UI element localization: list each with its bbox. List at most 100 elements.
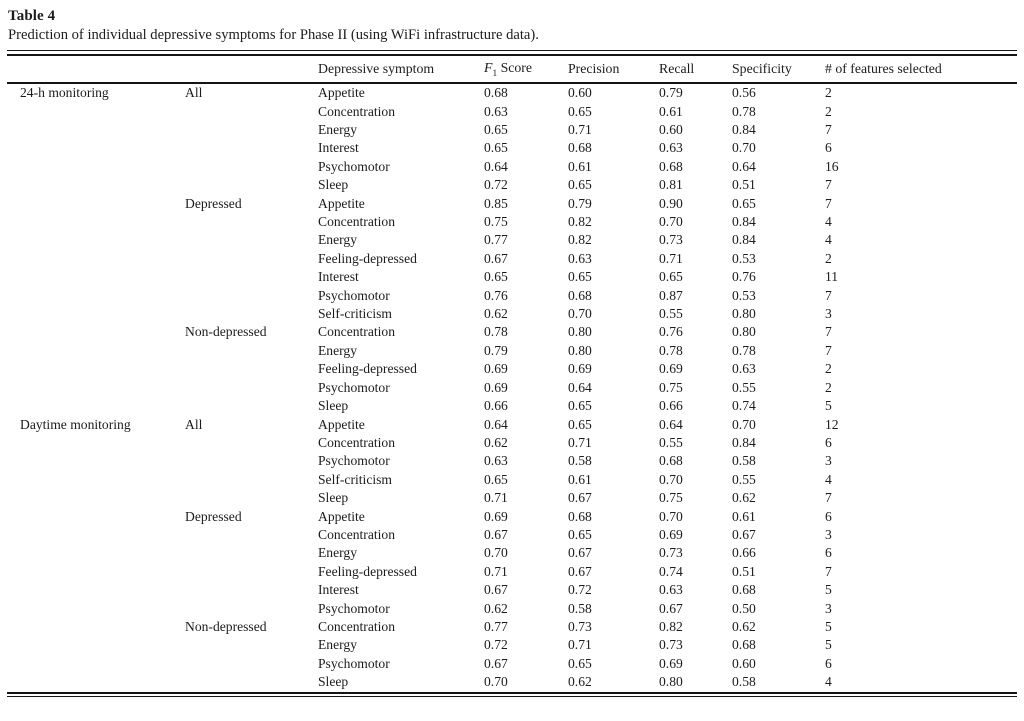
cell-recall: 0.64	[659, 416, 683, 432]
table-row: Feeling-depressed 0.69 0.69 0.69 0.63 2	[7, 360, 1017, 378]
cell-specificity: 0.70	[732, 416, 756, 432]
paper-table-figure: Table 4 Prediction of individual depress…	[0, 8, 1024, 698]
cell-features: 2	[825, 379, 832, 395]
cell-specificity: 0.63	[732, 361, 756, 377]
cell-specificity: 0.78	[732, 342, 756, 358]
cell-features: 5	[825, 637, 832, 653]
cell-precision: 0.60	[568, 85, 592, 101]
cell-specificity: 0.84	[732, 214, 756, 230]
table-row: Psychomotor 0.67 0.65 0.69 0.60 6	[7, 655, 1017, 673]
cell-recall: 0.69	[659, 361, 683, 377]
cell-group: Non-depressed	[185, 618, 267, 634]
header-recall: Recall	[659, 61, 695, 76]
cell-specificity: 0.68	[732, 637, 756, 653]
table-row: Energy 0.70 0.67 0.73 0.66 6	[7, 544, 1017, 562]
cell-precision: 0.58	[568, 453, 592, 469]
cell-specificity: 0.62	[732, 490, 756, 506]
cell-precision: 0.72	[568, 582, 592, 598]
cell-f1-score: 0.69	[484, 361, 508, 377]
table-caption: Prediction of individual depressive symp…	[8, 27, 539, 43]
cell-symptom: Concentration	[318, 103, 396, 119]
cell-f1-score: 0.65	[484, 471, 508, 487]
cell-specificity: 0.55	[732, 379, 756, 395]
table-row: Energy 0.72 0.71 0.73 0.68 5	[7, 636, 1017, 654]
cell-recall: 0.74	[659, 563, 683, 579]
cell-features: 3	[825, 306, 832, 322]
cell-features: 7	[825, 324, 832, 340]
cell-precision: 0.79	[568, 195, 592, 211]
table-row: Non-depressed Concentration 0.78 0.80 0.76 0.…	[7, 323, 1017, 341]
table-row: Depressed Appetite 0.69 0.68 0.70 0.61 6	[7, 507, 1017, 525]
cell-features: 16	[825, 158, 839, 174]
cell-precision: 0.65	[568, 103, 592, 119]
cell-symptom: Feeling-depressed	[318, 361, 417, 377]
cell-specificity: 0.64	[732, 158, 756, 174]
cell-specificity: 0.78	[732, 103, 756, 119]
cell-f1-score: 0.67	[484, 526, 508, 542]
cell-recall: 0.73	[659, 232, 683, 248]
cell-precision: 0.67	[568, 490, 592, 506]
cell-specificity: 0.76	[732, 269, 756, 285]
cell-specificity: 0.58	[732, 674, 756, 690]
cell-f1-score: 0.76	[484, 287, 508, 303]
cell-recall: 0.61	[659, 103, 683, 119]
table-row: Sleep 0.72 0.65 0.81 0.51 7	[7, 176, 1017, 194]
cell-specificity: 0.66	[732, 545, 756, 561]
cell-precision: 0.65	[568, 269, 592, 285]
cell-precision: 0.58	[568, 600, 592, 616]
cell-features: 4	[825, 214, 832, 230]
cell-f1-score: 0.66	[484, 398, 508, 414]
cell-symptom: Sleep	[318, 177, 349, 193]
cell-precision: 0.65	[568, 655, 592, 671]
cell-recall: 0.73	[659, 545, 683, 561]
cell-specificity: 0.61	[732, 508, 756, 524]
cell-recall: 0.73	[659, 637, 683, 653]
cell-features: 7	[825, 195, 832, 211]
cell-recall: 0.55	[659, 434, 683, 450]
cell-recall: 0.66	[659, 398, 683, 414]
cell-features: 6	[825, 140, 832, 156]
cell-f1-score: 0.77	[484, 232, 508, 248]
cell-specificity: 0.62	[732, 618, 756, 634]
cell-features: 3	[825, 600, 832, 616]
cell-features: 6	[825, 508, 832, 524]
cell-symptom: Self-criticism	[318, 306, 392, 322]
cell-symptom: Psychomotor	[318, 158, 390, 174]
cell-features: 6	[825, 655, 832, 671]
cell-recall: 0.63	[659, 582, 683, 598]
table-row: Concentration 0.67 0.65 0.69 0.67 3	[7, 526, 1017, 544]
cell-features: 7	[825, 287, 832, 303]
cell-precision: 0.82	[568, 214, 592, 230]
cell-monitoring: Daytime monitoring	[20, 416, 131, 432]
cell-group: Depressed	[185, 195, 242, 211]
cell-symptom: Feeling-depressed	[318, 563, 417, 579]
table-row: Interest 0.65 0.65 0.65 0.76 11	[7, 268, 1017, 286]
cell-symptom: Appetite	[318, 195, 365, 211]
cell-precision: 0.68	[568, 287, 592, 303]
cell-precision: 0.71	[568, 122, 592, 138]
cell-f1-score: 0.72	[484, 177, 508, 193]
table-row: Daytime monitoring All Appetite 0.64 0.65 0.6…	[7, 415, 1017, 433]
cell-precision: 0.73	[568, 618, 592, 634]
table-top-rule	[7, 50, 1017, 56]
table-row: Concentration 0.63 0.65 0.61 0.78 2	[7, 102, 1017, 120]
cell-precision: 0.71	[568, 637, 592, 653]
cell-specificity: 0.58	[732, 453, 756, 469]
cell-f1-score: 0.78	[484, 324, 508, 340]
cell-precision: 0.82	[568, 232, 592, 248]
cell-symptom: Psychomotor	[318, 287, 390, 303]
cell-monitoring: 24-h monitoring	[20, 85, 109, 101]
table-row: Sleep 0.66 0.65 0.66 0.74 5	[7, 397, 1017, 415]
cell-symptom: Sleep	[318, 490, 349, 506]
cell-recall: 0.78	[659, 342, 683, 358]
cell-features: 3	[825, 526, 832, 542]
cell-features: 12	[825, 416, 839, 432]
cell-precision: 0.61	[568, 158, 592, 174]
cell-precision: 0.68	[568, 140, 592, 156]
table-row: Psychomotor 0.64 0.61 0.68 0.64 16	[7, 158, 1017, 176]
cell-specificity: 0.60	[732, 655, 756, 671]
cell-f1-score: 0.67	[484, 655, 508, 671]
cell-f1-score: 0.62	[484, 306, 508, 322]
cell-recall: 0.80	[659, 674, 683, 690]
table-row: Sleep 0.70 0.62 0.80 0.58 4	[7, 673, 1017, 691]
